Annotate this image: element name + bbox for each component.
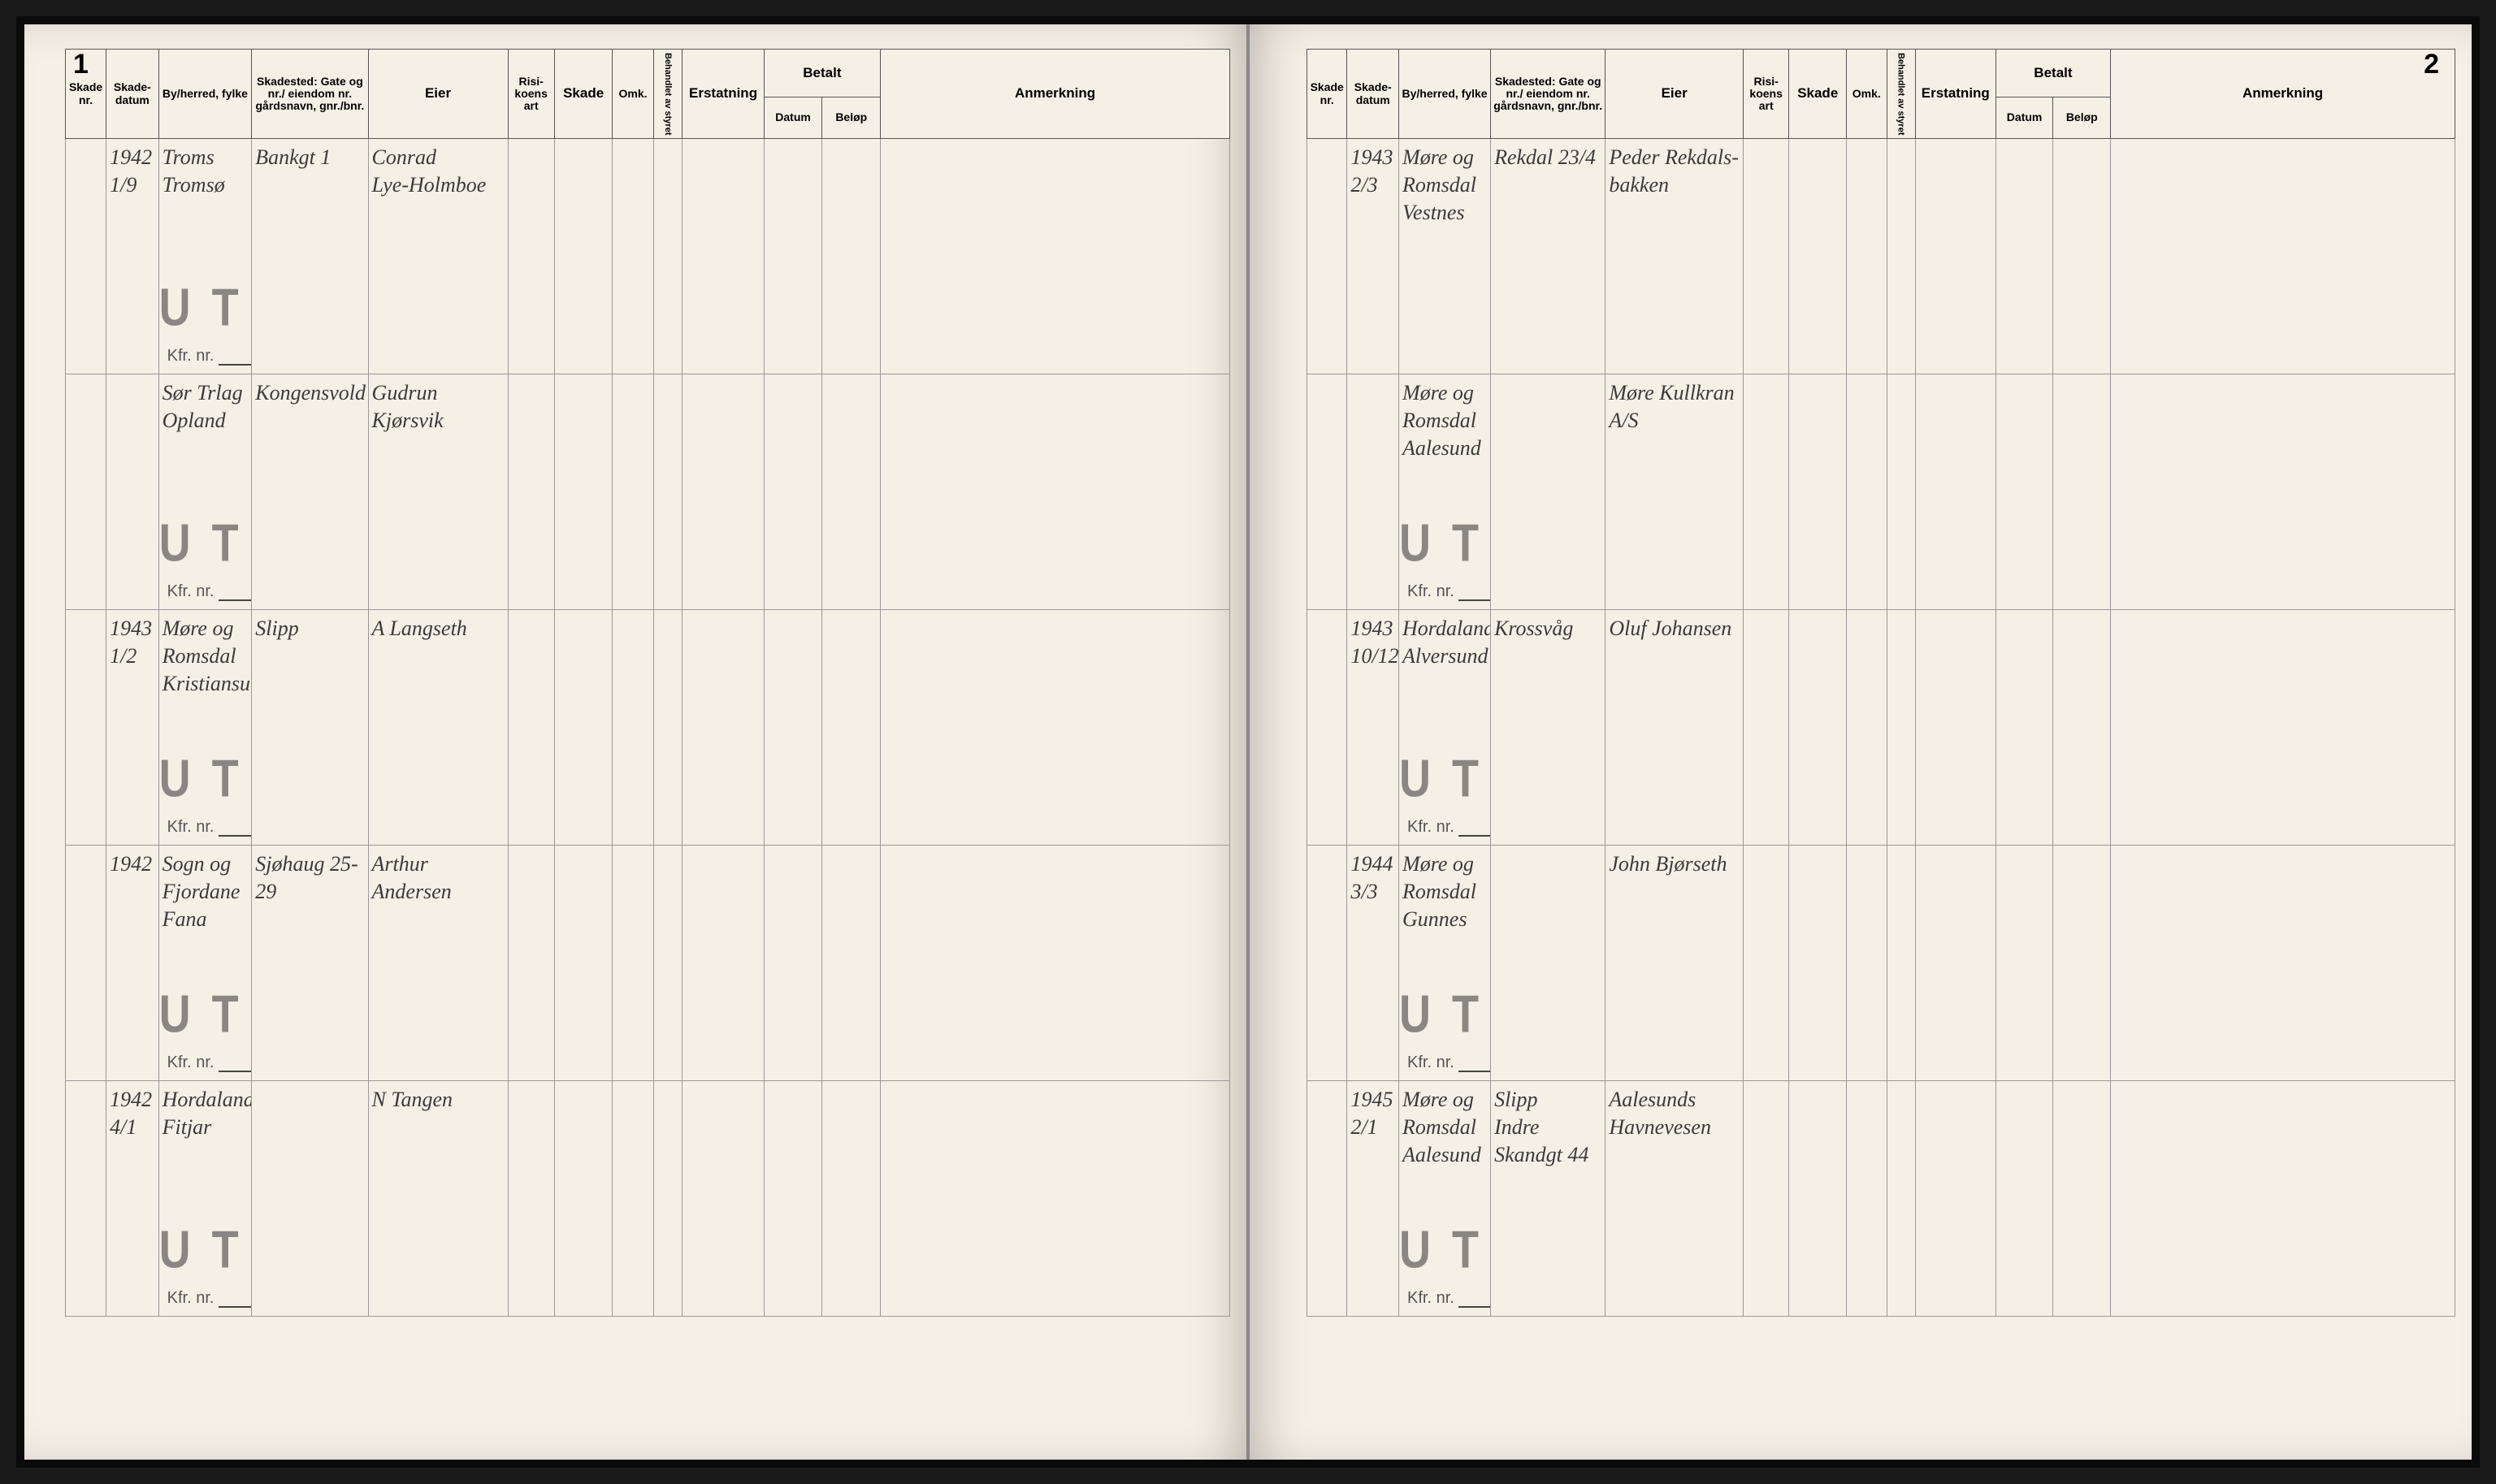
kfr-line: Kfr. nr. [1407,1289,1491,1308]
ledger-table-right: Skade nr. Skade-datum By/herred, fylke S… [1306,49,2455,1317]
cell-datum: 1943 10/12 [1350,615,1395,670]
cell-fylke: Hordaland Alversund [1402,615,1487,670]
cell-eier: Conrad Lye-Holmboe [372,144,505,199]
kfr-line: Kfr. nr. [167,818,252,837]
ledger-row: 9003 1943 1/2 Møre og Romsdal Kristiansu… [66,610,1230,846]
cell-datum: 1943 2/3 [1350,144,1395,199]
ledger-row: 9008 1943 10/12 Hordaland Alversund UTGÅ… [1307,610,2455,846]
cell-fylke: Møre og Romsdal Aalesund [1402,379,1487,461]
cell-fylke: Sogn og Fjordane Fana [162,850,249,932]
kfr-line: Kfr. nr. [1407,582,1491,601]
cell-eier: N Tangen [372,1086,505,1114]
cell-fylke: Møre og Romsdal Kristiansund [162,615,249,697]
cell-datum: 1944 3/3 [1350,850,1395,906]
cell-eier: Peder Rekdals- bakken [1609,144,1740,199]
page-number-right: 2 [2424,49,2439,80]
cell-sted: Krossvåg [1494,615,1601,642]
cell-fylke: Møre og Romsdal Vestnes [1402,144,1487,226]
kfr-line: Kfr. nr. [1407,1054,1491,1072]
cell-sted: Bankgt 1 [255,144,364,171]
cell-fylke: Møre og Romsdal Aalesund [1402,1086,1487,1168]
table-body-left: 9001 1942 1/9 Troms Tromsø UTGÅR Kfr. nr… [66,139,1230,1317]
cell-eier: Gudrun Kjørsvik [372,379,505,435]
ledger-row: 9001 1942 1/9 Troms Tromsø UTGÅR Kfr. nr… [66,139,1230,374]
left-page: 1 Skade nr. Skade-datum By/herred, fylke… [24,24,1248,1460]
cell-sted: Slipp Indre Skandgt 44 [1494,1086,1601,1168]
utgar-stamp: UTGÅR [159,513,252,573]
cell-eier: Aalesunds Havnevesen [1609,1086,1740,1141]
cell-datum: 1942 4/1 [110,1086,154,1141]
kfr-line: Kfr. nr. [167,582,252,601]
table-header: Skade nr. Skade-datum By/herred, fylke S… [1307,50,2455,139]
cell-datum: 1942 [110,850,154,878]
right-page: 2 Skade nr. Skade-datum By/herred, fylke… [1248,24,2472,1460]
ledger-book: 1 Skade nr. Skade-datum By/herred, fylke… [16,16,2480,1468]
utgar-stamp: UTGÅR [1399,984,1491,1045]
cell-eier: Arthur Andersen [372,850,505,906]
cell-sted: Slipp [255,615,364,642]
utgar-stamp: UTGÅR [1399,513,1491,573]
ledger-row: 9006 1943 2/3 Møre og Romsdal Vestnes Re… [1307,139,2455,374]
utgar-stamp: UTGÅR [159,749,252,809]
table-body-right: 9006 1943 2/3 Møre og Romsdal Vestnes Re… [1307,139,2455,1317]
utgar-stamp: UTGÅR [159,984,252,1045]
ledger-table-left: Skade nr. Skade-datum By/herred, fylke S… [65,49,1230,1317]
ledger-row: 9002 Sør Trlag Opland UTGÅR Kfr. nr. Kon… [66,374,1230,610]
kfr-line: Kfr. nr. [167,1054,252,1072]
cell-eier: John Bjørseth [1609,850,1740,878]
table-header: Skade nr. Skade-datum By/herred, fylke S… [66,50,1230,139]
ledger-row: 9007 Møre og Romsdal Aalesund UTGÅR Kfr.… [1307,374,2455,610]
cell-datum: 1945 2/1 [1350,1086,1395,1141]
utgar-stamp: UTGÅR [159,1220,252,1280]
ledger-row: 9010 1945 2/1 Møre og Romsdal Aalesund U… [1307,1081,2455,1317]
cell-fylke: Hordaland Fitjar [162,1086,249,1141]
cell-sted: Sjøhaug 25-29 [255,850,364,906]
cell-fylke: Sør Trlag Opland [162,379,249,435]
kfr-line: Kfr. nr. [167,1289,252,1308]
ledger-row: 9005 1942 4/1 Hordaland Fitjar UTGÅR Kfr… [66,1081,1230,1317]
utgar-stamp: UTGÅR [1399,1220,1491,1280]
utgar-stamp: UTGÅR [1399,749,1491,809]
kfr-line: Kfr. nr. [167,347,252,366]
cell-datum: 1943 1/2 [110,615,154,670]
kfr-line: Kfr. nr. [1407,818,1491,837]
cell-eier: Møre Kullkran A/S [1609,379,1740,435]
cell-eier: A Langseth [372,615,505,642]
cell-sted: Rekdal 23/4 [1494,144,1601,171]
utgar-stamp: UTGÅR [159,278,252,338]
ledger-row: 9009 1944 3/3 Møre og Romsdal Gunnes UTG… [1307,846,2455,1081]
cell-eier: Oluf Johansen [1609,615,1740,642]
ledger-row: 9004 1942 Sogn og Fjordane Fana UTGÅR Kf… [66,846,1230,1081]
cell-fylke: Møre og Romsdal Gunnes [1402,850,1487,932]
cell-fylke: Troms Tromsø [162,144,249,199]
cell-sted: Kongensvold [255,379,364,407]
cell-datum: 1942 1/9 [110,144,154,199]
page-number-left: 1 [73,49,89,80]
